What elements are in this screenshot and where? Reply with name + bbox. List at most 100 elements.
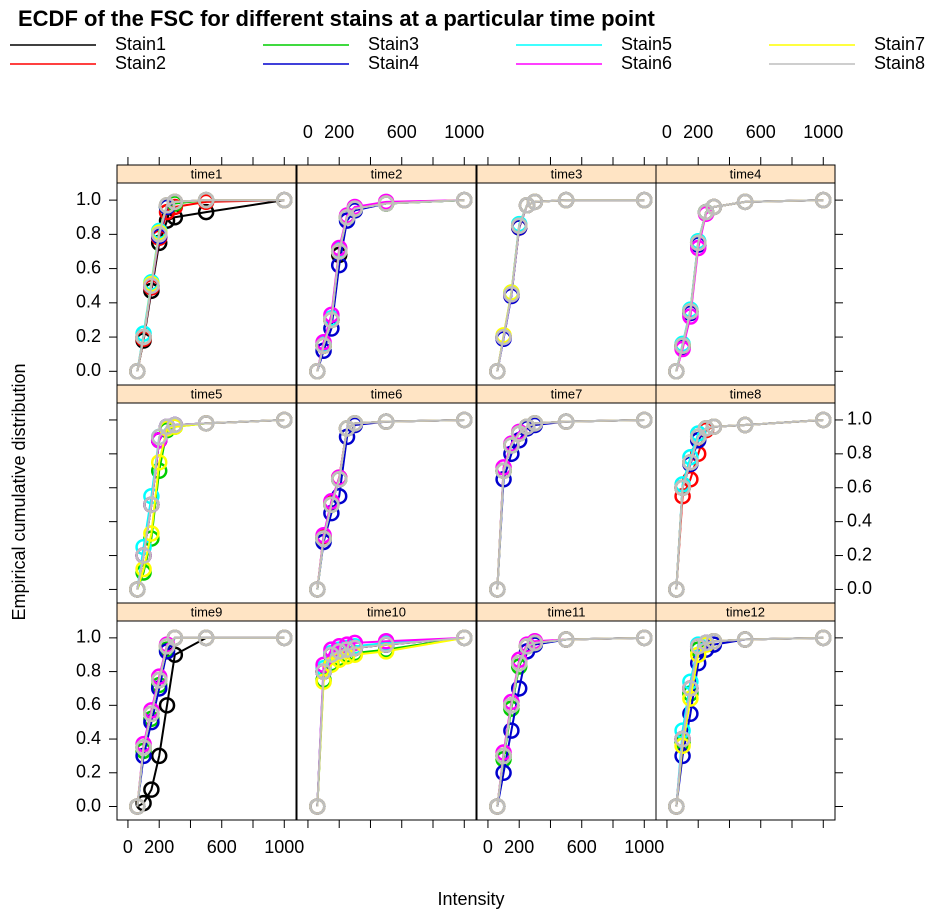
y-tick-label: 0.2 (76, 762, 101, 782)
ecdf-point (689, 638, 707, 655)
ecdf-point (309, 798, 326, 815)
ecdf-point (166, 416, 184, 434)
ecdf-point (197, 629, 215, 647)
ecdf-point (143, 705, 160, 723)
panel-title: time1 (191, 166, 223, 181)
ecdf-point (129, 798, 146, 815)
ecdf-point (377, 636, 395, 653)
ecdf-line (675, 199, 824, 372)
x-tick-label: 200 (324, 122, 354, 142)
panel-data (309, 191, 473, 380)
ecdf-line (675, 418, 824, 590)
ecdf-point (309, 581, 326, 598)
panel-title: time12 (726, 604, 765, 619)
ecdf-point (143, 277, 160, 294)
ecdf-point (682, 680, 699, 697)
ecdf-point (697, 634, 715, 652)
ecdf-point (323, 496, 340, 513)
ecdf-point (150, 747, 168, 765)
ecdf-point (377, 195, 395, 212)
ecdf-line (675, 199, 824, 372)
ecdf-point (815, 411, 832, 429)
y-tick-label: 0.8 (76, 660, 101, 680)
x-tick-label: 600 (746, 122, 776, 142)
ecdf-line (316, 199, 465, 372)
panel-data (668, 629, 832, 815)
ecdf-line (675, 418, 824, 590)
x-tick-label: 600 (207, 837, 237, 857)
x-tick-label: 600 (387, 122, 417, 142)
y-tick-label: 0.8 (76, 223, 101, 243)
ecdf-point (510, 680, 528, 697)
ecdf-point (158, 418, 176, 435)
ecdf-point (276, 411, 293, 429)
panel-data (489, 411, 653, 598)
ecdf-point (495, 328, 512, 346)
y-tick-label: 1.0 (76, 627, 101, 647)
x-axis-label: Intensity (437, 889, 504, 909)
ecdf-point (323, 646, 340, 663)
ecdf-point (143, 781, 160, 798)
x-tick-label: 1000 (264, 837, 304, 857)
panel-border (476, 620, 657, 821)
ecdf-point (705, 418, 723, 435)
ecdf-point (697, 420, 715, 437)
panel-border (476, 182, 657, 386)
ecdf-point (456, 411, 473, 429)
ecdf-point (668, 581, 685, 598)
panel-title: time7 (551, 386, 583, 401)
ecdf-point (346, 415, 364, 432)
x-tick-label: 1000 (624, 837, 664, 857)
ecdf-point (815, 629, 832, 647)
panel-data (129, 629, 293, 815)
panel-border (296, 182, 477, 386)
ecdf-line (316, 199, 465, 372)
ecdf-point (276, 191, 293, 209)
ecdf-line (675, 418, 824, 590)
ecdf-point (309, 363, 326, 380)
y-tick-label: 0.8 (847, 443, 872, 463)
ecdf-point (674, 479, 691, 496)
panel-title: time2 (371, 166, 403, 181)
ecdf-point (518, 418, 536, 435)
legend-label: Stain8 (874, 53, 925, 73)
ecdf-point (674, 730, 691, 748)
ecdf-point (668, 798, 685, 815)
ecdf-point (489, 363, 506, 380)
x-tick-label: 0 (303, 122, 313, 142)
ecdf-line (675, 199, 824, 372)
ecdf-point (346, 200, 364, 217)
ecdf-line (496, 636, 645, 807)
y-tick-label: 0.4 (76, 292, 101, 312)
ecdf-point (557, 413, 575, 430)
ecdf-line (316, 199, 465, 372)
ecdf-line (316, 199, 465, 372)
x-tick-label: 200 (683, 122, 713, 142)
ecdf-point (489, 798, 506, 815)
ecdf-line (675, 636, 824, 807)
ecdf-point (682, 303, 699, 320)
x-tick-label: 0 (483, 837, 493, 857)
ecdf-point (636, 629, 653, 647)
legend-label: Stain4 (368, 53, 419, 73)
ecdf-line (316, 199, 465, 372)
ecdf-point (503, 437, 520, 454)
ecdf-point (495, 764, 512, 782)
y-tick-label: 0.0 (76, 795, 101, 815)
ecdf-line (675, 199, 824, 372)
y-tick-label: 0.6 (76, 257, 101, 277)
panel-title: time11 (547, 604, 585, 619)
y-axis-label: Empirical cumulative distribution (9, 363, 29, 620)
y-tick-label: 1.0 (76, 189, 101, 209)
panel-title: time10 (367, 604, 406, 619)
ecdf-line (675, 199, 824, 372)
ecdf-line (496, 418, 645, 590)
ecdf-point (503, 286, 520, 303)
ecdf-point (682, 454, 699, 471)
y-tick-label: 0.6 (847, 476, 872, 496)
ecdf-point (636, 191, 653, 209)
ecdf-point (526, 415, 544, 432)
ecdf-point (129, 363, 146, 380)
panel-border (116, 620, 297, 821)
